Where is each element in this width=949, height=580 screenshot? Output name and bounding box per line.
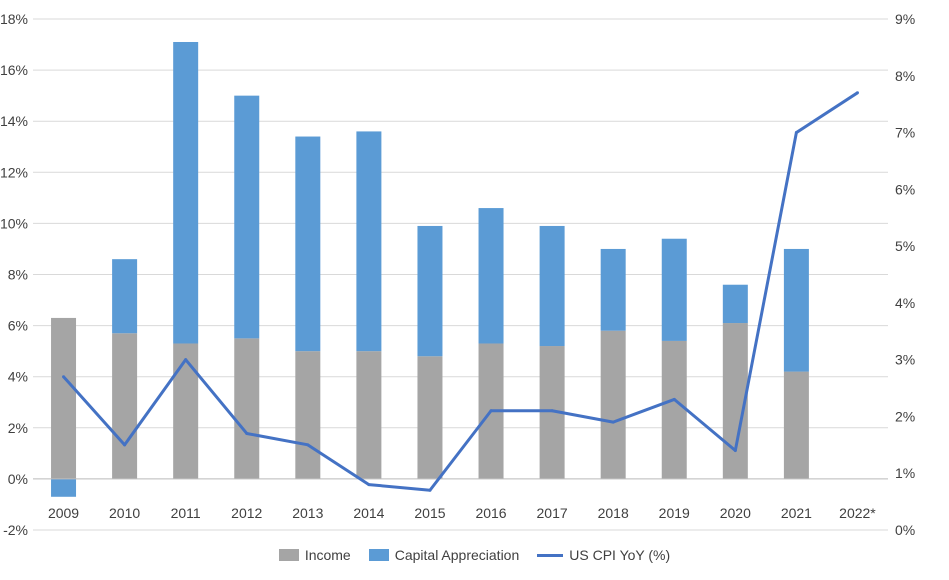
x-tick-label: 2015 <box>414 505 445 521</box>
y-left-tick-label: 4% <box>8 369 28 385</box>
x-tick-label: 2022* <box>839 505 876 521</box>
legend-label-income: Income <box>304 547 351 563</box>
bar-income <box>234 338 260 479</box>
cpi-point <box>367 483 371 487</box>
bar-income <box>173 343 199 479</box>
legend-label-cpi: US CPI YoY (%) <box>569 547 671 563</box>
y-left-tick-label: 2% <box>8 420 28 436</box>
bar-income <box>295 351 321 479</box>
y-right-tick-label: 2% <box>895 408 915 424</box>
x-tick-label: 2011 <box>171 505 201 521</box>
cpi-point <box>245 431 249 435</box>
x-tick-label: 2014 <box>353 505 384 521</box>
cpi-point <box>855 91 859 95</box>
cpi-line <box>62 91 859 492</box>
cpi-point <box>62 375 66 379</box>
cpi-point <box>794 131 798 135</box>
bar-capital-appreciation <box>356 131 382 352</box>
cpi-point <box>428 488 432 492</box>
bar-capital-appreciation <box>783 248 809 372</box>
cpi-point <box>306 443 310 447</box>
y-right-tick-label: 0% <box>895 522 915 538</box>
legend-item-cpi: US CPI YoY (%) <box>537 547 670 563</box>
cpi-point <box>184 358 188 362</box>
y-right-tick-label: 7% <box>895 125 915 141</box>
y-right-tick-label: 5% <box>895 238 915 254</box>
cpi-point <box>733 449 737 453</box>
cpi-point <box>550 409 554 413</box>
bar-income <box>783 371 809 479</box>
y-left-tick-label: 16% <box>0 62 28 78</box>
y-left-tick-label: 6% <box>8 318 28 334</box>
legend-label-capital: Capital Appreciation <box>394 547 520 563</box>
bar-capital-appreciation <box>295 136 321 352</box>
bar-capital-appreciation <box>600 248 626 331</box>
legend-swatch-income <box>278 549 299 561</box>
bar-income <box>356 351 382 479</box>
bar-income <box>51 317 77 479</box>
y-left-tick-label: 14% <box>0 113 28 129</box>
y-left-tick-label: 0% <box>8 471 28 487</box>
y-right-tick-label: 8% <box>895 68 915 84</box>
y-right-tick-label: 1% <box>895 465 915 481</box>
cpi-point <box>611 420 615 424</box>
bar-income <box>600 330 626 479</box>
cpi-point <box>672 397 676 401</box>
legend: Income Capital Appreciation US CPI YoY (… <box>0 547 949 563</box>
bar-capital-appreciation <box>51 478 77 497</box>
bar-capital-appreciation <box>722 284 748 324</box>
chart-svg: -2% 0% 2% 4% 6% 8% 10% 12% 14% 16% 18% 0% 1% 2% 3% 4% 5%… <box>0 11 915 538</box>
bar-capital-appreciation <box>417 225 443 357</box>
y-left-tick-label: -2% <box>3 522 28 538</box>
y-left-tick-label: 18% <box>0 11 28 27</box>
cpi-point <box>123 443 127 447</box>
bar-capital-appreciation <box>661 238 687 341</box>
x-tick-label: 2017 <box>537 505 568 521</box>
bar-capital-appreciation <box>173 41 199 344</box>
x-tick-label: 2013 <box>292 505 323 521</box>
bar-income <box>417 356 443 479</box>
y-left-tick-label: 8% <box>8 267 28 283</box>
x-tick-label: 2012 <box>231 505 262 521</box>
legend-item-capital: Capital Appreciation <box>368 547 520 563</box>
legend-item-income: Income <box>278 547 351 563</box>
bar-capital-appreciation <box>478 208 504 344</box>
x-tick-label: 2020 <box>720 505 751 521</box>
y-right-tick-label: 6% <box>895 181 915 197</box>
x-tick-label: 2009 <box>48 505 79 521</box>
y-left-tick-label: 10% <box>0 215 28 231</box>
bar-capital-appreciation <box>234 95 260 339</box>
legend-swatch-cpi <box>537 553 564 557</box>
bar-capital-appreciation <box>539 225 565 347</box>
y-right-tick-label: 9% <box>895 11 915 27</box>
x-tick-label: 2021 <box>781 505 812 521</box>
x-tick-label: 2018 <box>598 505 629 521</box>
bar-income <box>112 333 138 479</box>
x-tick-label: 2010 <box>109 505 140 521</box>
legend-swatch-capital <box>368 549 389 561</box>
y-right-tick-label: 4% <box>895 295 915 311</box>
bar-capital-appreciation <box>112 259 138 334</box>
x-tick-label: 2019 <box>659 505 690 521</box>
y-left-tick-label: 12% <box>0 164 28 180</box>
x-tick-label: 2016 <box>475 505 506 521</box>
cpi-point <box>489 409 493 413</box>
bar-income <box>661 340 687 479</box>
y-right-tick-label: 3% <box>895 352 915 368</box>
